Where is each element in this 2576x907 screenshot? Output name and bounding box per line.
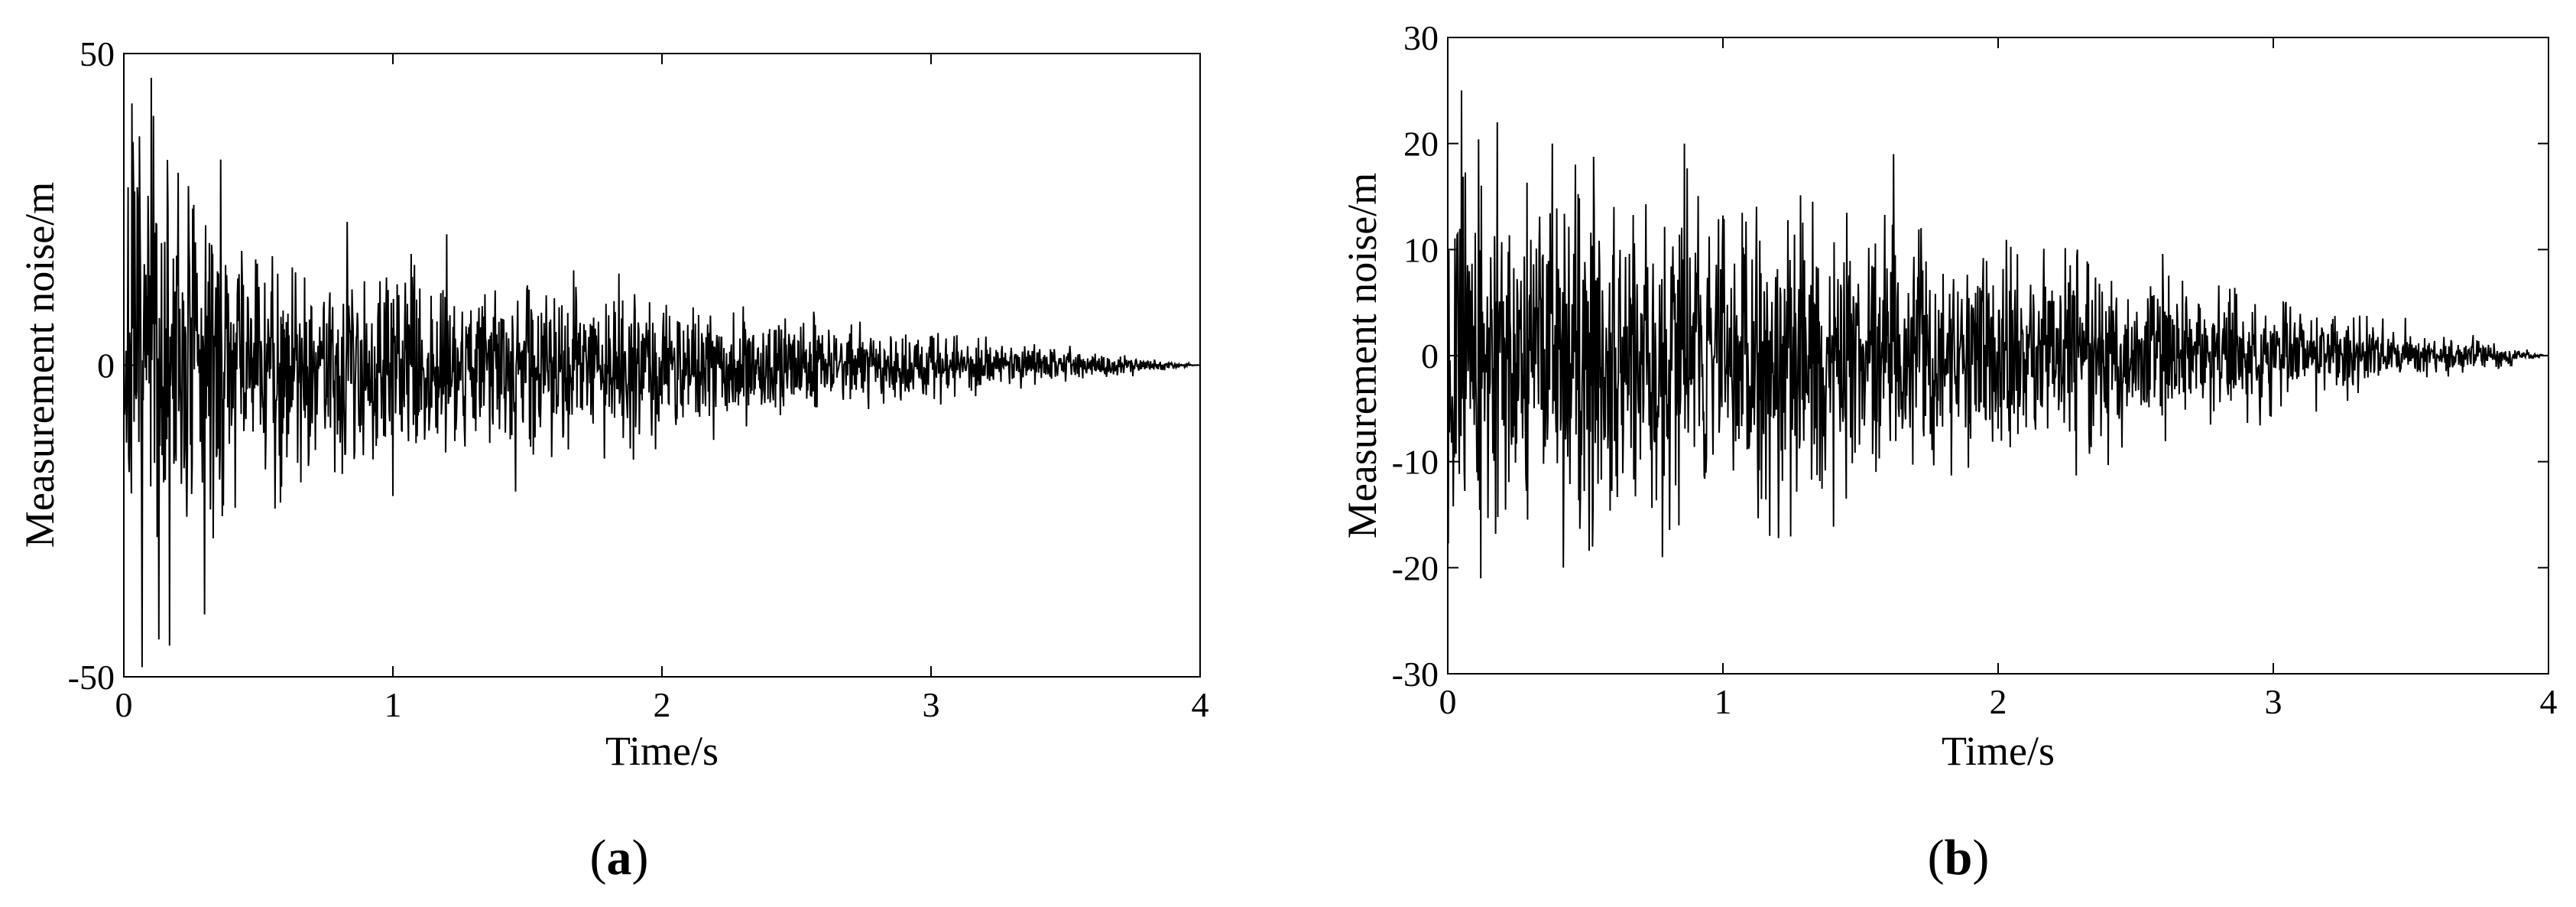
x-tick-label: 3 <box>2265 682 2282 721</box>
x-tick-label: 3 <box>923 685 940 724</box>
panel-label: (a) <box>590 830 649 886</box>
y-tick-label: 30 <box>1403 18 1439 57</box>
x-axis-title: Time/s <box>1942 728 2055 774</box>
y-tick-label: 10 <box>1403 230 1439 269</box>
x-tick-label: 2 <box>654 685 671 724</box>
noise-signal-trace <box>124 77 1200 668</box>
x-tick-label: 1 <box>384 685 402 724</box>
y-tick-label: -20 <box>1392 548 1439 587</box>
panel-b: 0 1 2 3 4 -30 -20 -10 0 10 20 30 Time/s Measuremen… <box>1339 18 2558 886</box>
y-axis-title: Measurement noise/m <box>1339 173 1385 538</box>
panel-letter: a <box>607 830 632 886</box>
x-tick-label: 4 <box>2540 682 2558 721</box>
noise-signal-trace <box>1448 90 2548 579</box>
y-tick-label: -10 <box>1392 443 1439 482</box>
y-tick-label: 0 <box>97 346 115 385</box>
x-tick-label: 4 <box>1192 685 1209 724</box>
y-tick-label: -50 <box>68 658 115 697</box>
x-tick-label: 0 <box>115 685 133 724</box>
y-tick-label: 50 <box>79 34 115 73</box>
panel-letter: b <box>1945 830 1973 886</box>
x-tick-label: 1 <box>1715 682 1732 721</box>
y-axis-title: Measurement noise/m <box>17 182 63 548</box>
x-tick-label: 2 <box>1990 682 2007 721</box>
x-axis-title: Time/s <box>605 728 719 774</box>
y-tick-label: -30 <box>1392 655 1439 694</box>
x-tick-label: 0 <box>1439 682 1457 721</box>
y-tick-label: 20 <box>1403 125 1439 164</box>
y-tick-label: 0 <box>1421 336 1439 375</box>
panel-label: (b) <box>1928 830 1990 886</box>
